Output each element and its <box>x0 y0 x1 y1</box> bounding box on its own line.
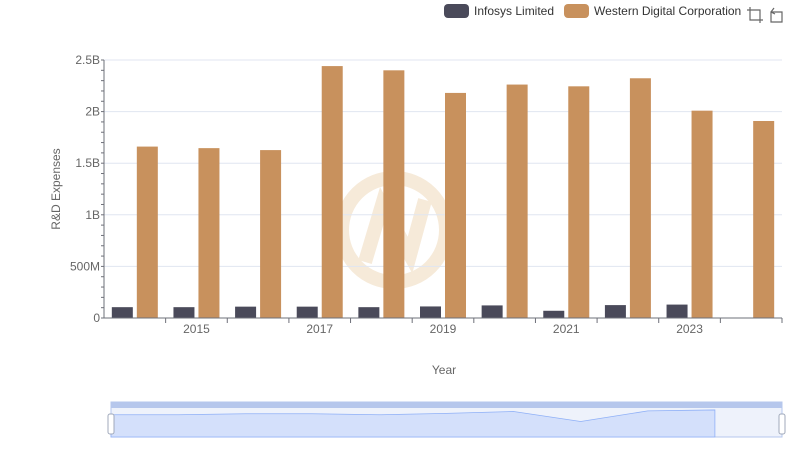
y-tick-label: 1B <box>85 208 100 222</box>
y-tick-label: 500M <box>70 259 100 273</box>
bar-western-digital-2019[interactable] <box>445 92 466 318</box>
legend-swatch-western-digital <box>564 4 590 18</box>
bar-infosys-2022[interactable] <box>604 305 626 318</box>
y-tick-label: 1.5B <box>75 156 100 170</box>
bar-western-digital-2020[interactable] <box>506 84 528 318</box>
bar-western-digital-2014[interactable] <box>136 146 158 318</box>
y-tick-label: 2B <box>85 105 100 119</box>
legend-label-western-digital: Western Digital Corporation <box>594 4 742 18</box>
x-tick-label: 2023 <box>676 322 703 336</box>
bar-western-digital-2021[interactable] <box>568 86 590 318</box>
y-axis-title: R&D Expenses <box>49 148 63 229</box>
bar-infosys-2020[interactable] <box>481 305 503 318</box>
x-tick-label: 2019 <box>430 322 457 336</box>
bar-western-digital-2024[interactable] <box>753 120 775 318</box>
y-tick-label: 2.5B <box>75 53 100 67</box>
x-axis-title: Year <box>432 363 456 377</box>
bar-infosys-2018[interactable] <box>358 307 380 318</box>
bar-infosys-2019[interactable] <box>420 306 441 318</box>
bar-infosys-2021[interactable] <box>543 310 565 318</box>
x-tick-label: 2017 <box>306 322 333 336</box>
zoom-handle-left[interactable] <box>107 413 115 435</box>
legend-item-western-digital[interactable]: Western Digital Corporation <box>564 4 741 18</box>
bar-infosys-2015[interactable] <box>173 307 195 318</box>
bar-infosys-2016[interactable] <box>235 306 257 318</box>
data-zoom-slider[interactable] <box>107 401 786 438</box>
bars[interactable] <box>111 66 775 318</box>
zoom-preview-area <box>110 409 716 438</box>
bar-western-digital-2016[interactable] <box>260 150 282 318</box>
bar-western-digital-2015[interactable] <box>198 148 220 318</box>
zoom-handle-right[interactable] <box>778 413 786 435</box>
legend-swatch-infosys <box>444 4 469 18</box>
legend: Infosys Limited Western Digital Corporat… <box>444 4 751 18</box>
x-tick-label: 2015 <box>183 322 210 336</box>
chart-toolbox <box>746 6 790 24</box>
bar-western-digital-2022[interactable] <box>629 78 651 318</box>
x-axis: 2015 2017 2019 2021 2023 <box>104 317 783 336</box>
y-tick-label: 0 <box>93 311 100 325</box>
zoom-top-bar[interactable] <box>111 402 782 408</box>
bar-western-digital-2017[interactable] <box>321 66 343 318</box>
bar-infosys-2014[interactable] <box>111 307 133 318</box>
zoom-select-icon[interactable] <box>746 6 764 24</box>
bar-infosys-2017[interactable] <box>296 306 318 318</box>
bar-western-digital-2023[interactable] <box>691 110 713 318</box>
bar-infosys-2023[interactable] <box>666 304 688 318</box>
restore-icon[interactable] <box>768 6 786 24</box>
x-tick-label: 2021 <box>553 322 580 336</box>
y-axis: 0 500M 1B 1.5B 2B 2.5B <box>70 53 105 325</box>
legend-item-infosys[interactable]: Infosys Limited <box>444 4 554 18</box>
bar-western-digital-2018[interactable] <box>383 70 405 318</box>
legend-label-infosys: Infosys Limited <box>474 4 555 18</box>
